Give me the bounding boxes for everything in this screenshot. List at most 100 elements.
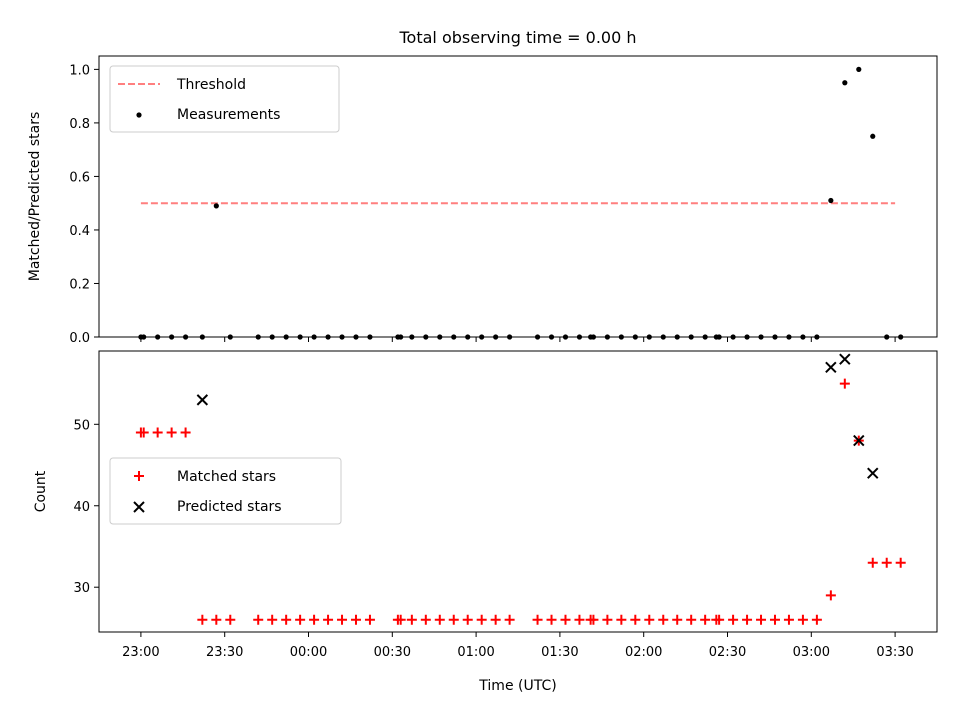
matched-star-point	[714, 614, 725, 625]
matched-star-point	[337, 614, 348, 625]
chart-title: Total observing time = 0.00 h	[398, 28, 636, 47]
matched-star-point	[686, 614, 697, 625]
top-legend: Threshold Measurements	[109, 65, 340, 133]
x-tick-label: 01:30	[541, 645, 578, 660]
measurement-point	[842, 80, 848, 86]
top-y-tick-label: 0.8	[69, 117, 90, 132]
predicted-star-point	[825, 361, 837, 373]
predicted-star-point	[196, 394, 209, 406]
matched-star-point	[658, 614, 669, 625]
matched-star-point	[323, 614, 334, 625]
matched-star-point	[138, 427, 149, 438]
matched-legend-swatch	[134, 471, 144, 481]
x-tick-label: 00:00	[290, 645, 327, 660]
top-y-tick-label: 0.2	[69, 277, 90, 292]
matched-star-point	[728, 614, 739, 625]
matched-star-point	[420, 614, 431, 625]
matched-star-point	[700, 614, 711, 625]
bottom-y-tick-label: 40	[73, 500, 90, 515]
matched-star-point	[166, 427, 177, 438]
matched-star-point	[756, 614, 767, 625]
matched-star-point	[602, 614, 613, 625]
matched-star-point	[783, 614, 794, 625]
matched-star-point	[560, 614, 571, 625]
top-plot-panel: 0.0 0.2 0.4 0.6 0.8 1.0 Matched/Predicted sta…	[27, 55, 938, 346]
top-y-tick-label: 0.6	[69, 170, 90, 185]
top-y-tick-label: 1.0	[69, 63, 90, 78]
matched-star-point	[588, 614, 599, 625]
measurement-point	[856, 66, 862, 72]
matched-star-point	[797, 614, 808, 625]
predicted-legend-swatch	[133, 501, 145, 513]
matched-star-point	[225, 614, 236, 625]
bottom-legend-box	[109, 457, 342, 525]
matched-star-point	[364, 614, 375, 625]
measurement-point	[828, 197, 834, 204]
matched-star-point	[574, 614, 585, 625]
predicted-legend-label: Predicted stars	[177, 499, 282, 515]
matched-star-point	[211, 614, 222, 625]
matched-star-point	[867, 557, 878, 568]
matched-star-point	[395, 614, 406, 625]
bottom-tick-group: 23:00 23:30 00:00 00:30 01:00 01:30 02:00 02:30…	[73, 418, 913, 660]
matched-star-point	[490, 614, 501, 625]
top-tick-group: 0.0 0.2 0.4 0.6 0.8 1.0	[69, 63, 896, 346]
matched-star-point	[532, 614, 543, 625]
matched-star-point	[295, 614, 306, 625]
top-y-tick-label: 0.0	[69, 331, 90, 346]
matched-star-point	[895, 557, 906, 568]
matched-star-point	[180, 427, 191, 438]
bottom-plot-frame	[98, 350, 938, 633]
bottom-y-tick-label: 50	[73, 418, 90, 433]
threshold-legend-label: Threshold	[176, 77, 246, 93]
x-tick-label: 03:00	[793, 645, 830, 660]
top-y-tick-label: 0.4	[69, 224, 90, 239]
matched-star-point	[742, 614, 753, 625]
matched-star-point	[811, 614, 822, 625]
matched-star-point	[825, 590, 836, 601]
matched-star-point	[546, 614, 557, 625]
x-tick-label: 03:30	[876, 645, 913, 660]
top-plot-frame	[98, 55, 938, 338]
measurement-point	[870, 133, 876, 139]
matched-star-point	[448, 614, 459, 625]
x-tick-label: 02:00	[625, 645, 662, 660]
matched-star-point	[644, 614, 655, 625]
matched-star-point	[152, 427, 163, 438]
x-tick-label: 02:30	[709, 645, 746, 660]
matched-star-point	[406, 614, 417, 625]
bottom-legend: Matched stars Predicted stars	[109, 457, 342, 525]
matched-star-point	[839, 378, 850, 389]
predicted-star-point	[867, 467, 879, 479]
bottom-plot-panel: 23:00 23:30 00:00 00:30 01:00 01:30 02:00 02:30…	[33, 350, 938, 694]
measurements-legend-label: Measurements	[177, 107, 280, 123]
x-axis-label: Time (UTC)	[478, 678, 556, 694]
predicted-star-point	[853, 434, 865, 447]
matched-star-point	[434, 614, 445, 625]
x-tick-label: 00:30	[374, 645, 411, 660]
matched-star-point	[309, 614, 320, 625]
matched-star-point	[197, 614, 208, 625]
matched-star-point	[769, 614, 780, 625]
bottom-y-tick-label: 30	[73, 581, 90, 596]
matched-star-point	[616, 614, 627, 625]
matched-star-point	[462, 614, 473, 625]
bottom-series-group	[135, 353, 906, 625]
matched-star-point	[476, 614, 487, 625]
matched-star-point	[350, 614, 361, 625]
matched-star-point	[253, 614, 264, 625]
measurement-point	[213, 203, 219, 209]
matched-star-point	[672, 614, 683, 625]
top-legend-box	[109, 65, 340, 133]
bottom-y-axis-label: Count	[33, 470, 49, 512]
matched-star-point	[881, 557, 892, 568]
matched-star-point	[630, 614, 641, 625]
matched-star-point	[281, 614, 292, 625]
matched-legend-label: Matched stars	[177, 469, 276, 485]
matched-star-point	[267, 614, 278, 625]
x-tick-label: 23:00	[122, 645, 159, 660]
matched-star-point	[504, 614, 515, 625]
measurements-legend-swatch	[136, 112, 142, 118]
x-tick-label: 01:00	[457, 645, 494, 660]
